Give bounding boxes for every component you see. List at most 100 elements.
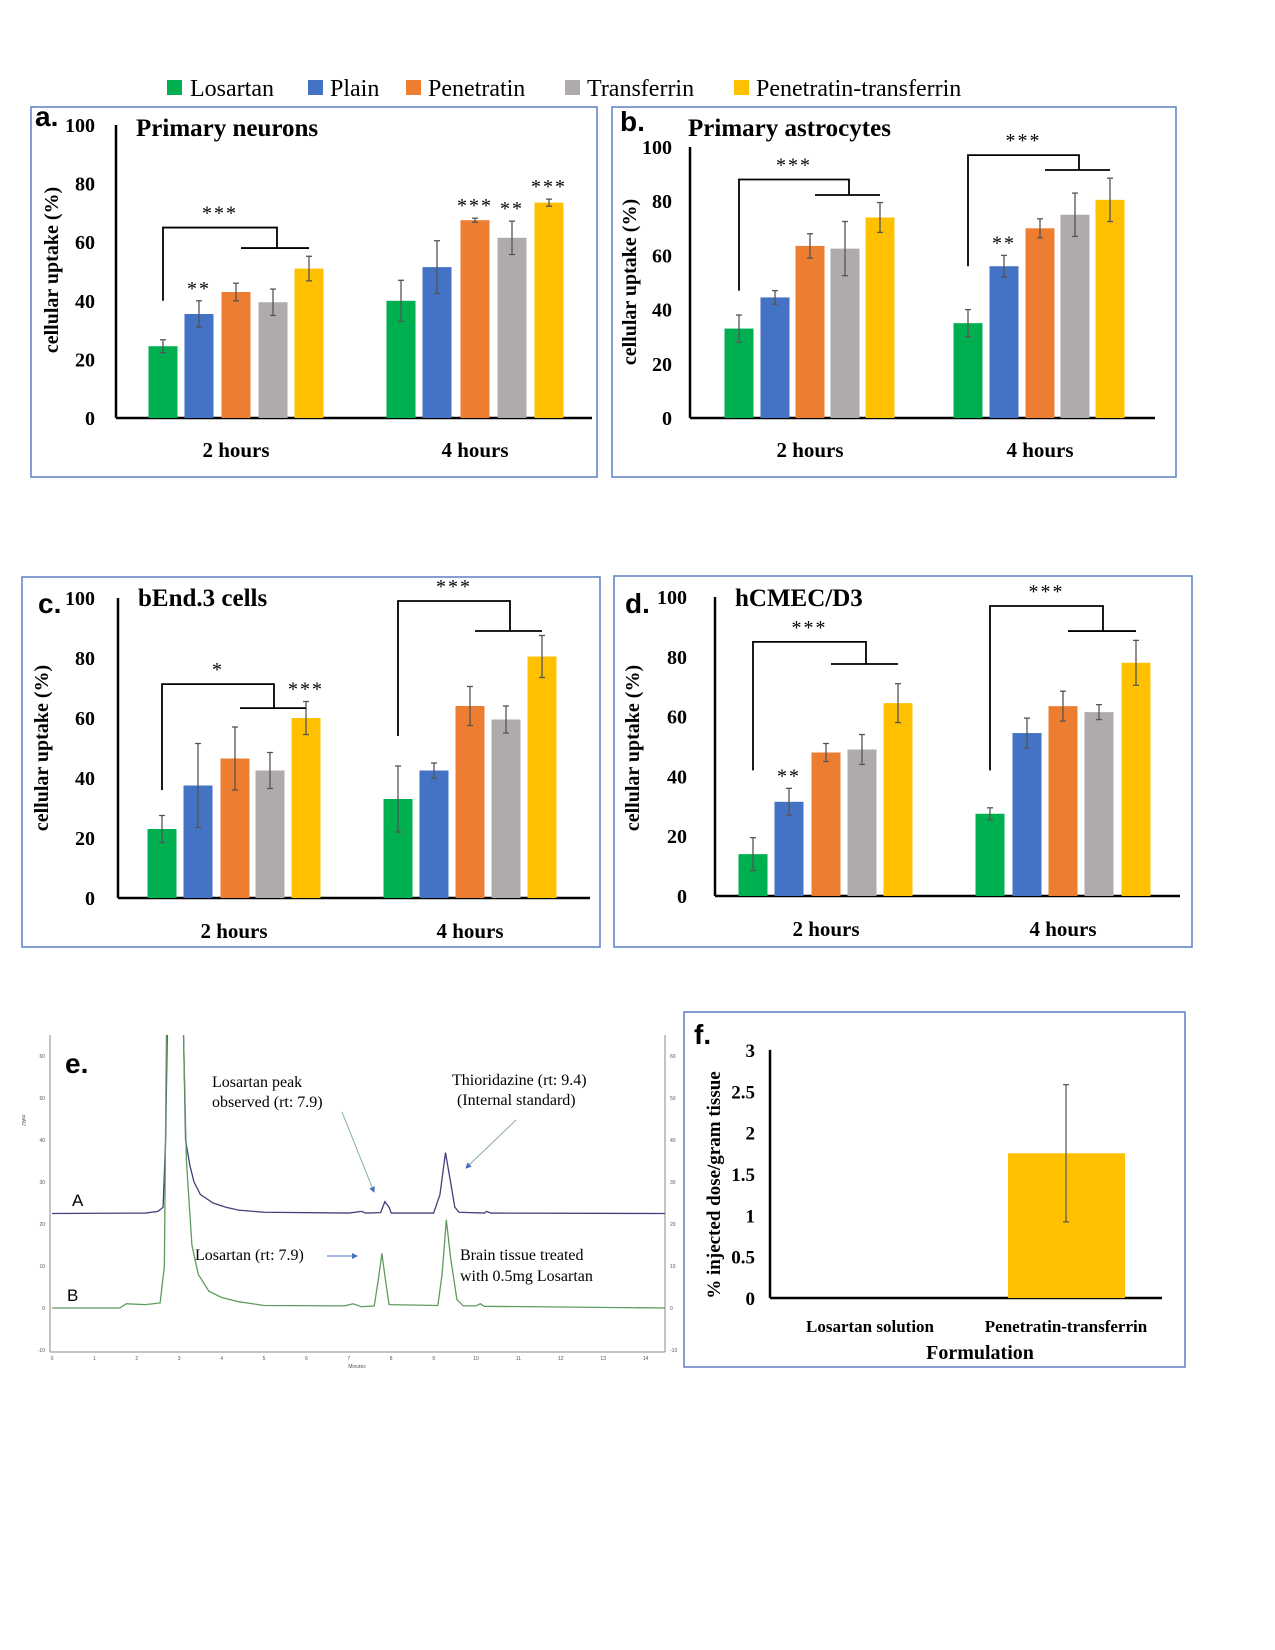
annotation-text: Thioridazine (rt: 9.4) [452,1072,587,1089]
significance-bracket [162,226,278,301]
bar-penetratin-transferrin [534,202,564,418]
panel-frame [683,1011,1186,1368]
panel-title: Primary neurons [136,115,318,142]
x-axis-label: Formulation [926,1342,1034,1364]
x-tick-label: 2 [135,1356,138,1362]
annotation-text: (Internal standard) [457,1092,576,1109]
significance-bracket [161,683,275,790]
x-tick-label: 7 [347,1356,350,1362]
significance-label: ** [777,765,801,787]
arrow-icon [341,1111,375,1193]
y-tick-label: 60 [39,1054,45,1060]
legend-swatch-2 [406,80,421,95]
bar-plain [989,266,1019,418]
annotation-text: Losartan (rt: 7.9) [195,1247,304,1264]
annotation-text: Brain tissue treated [460,1247,584,1264]
trace-label-a: A [72,1191,84,1210]
y-axis-label: cellular uptake (%) [619,199,641,365]
y-tick-label: 0 [662,408,672,430]
bar-transferrin [830,248,860,418]
x-category-label: Penetratin-transferrin [985,1317,1148,1336]
y-tick-label: 20 [39,1222,45,1228]
x-tick-label: 5 [263,1356,266,1362]
x-category-label: 4 hours [1029,917,1096,941]
legend-swatch-4 [734,80,749,95]
y-tick-label: 20 [652,354,672,376]
y-tick-label: 0 [746,1289,756,1310]
y-tick-label: 20 [75,828,95,850]
y-tick-label-right: -10 [670,1348,677,1354]
x-tick-label: 0 [51,1356,54,1362]
y-tick-label: 0 [677,886,687,908]
bar-losartan [724,328,754,418]
significance-label: *** [792,617,828,639]
legend-label: Plain [330,76,379,102]
y-tick-label: 80 [75,174,95,196]
bar-penetratin-transferrin [865,217,895,418]
y-tick-label: 0 [42,1306,45,1312]
x-tick-label: 8 [390,1356,393,1362]
y-tick-label: 20 [667,826,687,848]
significance-label: *** [776,155,812,177]
significance-label: *** [202,203,238,225]
significance-label: ** [992,232,1016,254]
chromatogram [49,1035,666,1353]
bar-losartan [148,346,178,418]
y-tick-label: 3 [746,1041,756,1062]
y-tick-label: 10 [39,1264,45,1270]
annotation-text: Losartan peak [212,1074,302,1091]
bar-transferrin [847,749,877,896]
bar-losartan [975,813,1005,896]
y-tick-label: 2.5 [731,1082,755,1103]
significance-label: *** [436,576,472,598]
y-tick-label: 1 [746,1206,756,1227]
significance-label: ** [187,278,211,300]
legend-label: Penetratin-transferrin [756,76,961,102]
legend-swatch-3 [565,80,580,95]
y-tick-label: 40 [652,300,672,322]
bar-transferrin [255,770,285,898]
panel-frame [30,106,598,478]
bar-plain [1012,733,1042,896]
y-tick-label-right: 0 [670,1306,673,1312]
significance-label: *** [1006,130,1042,152]
y-tick-label: 40 [39,1138,45,1144]
significance-label: *** [457,195,493,217]
y-tick-label: 80 [667,647,687,669]
bar-plain [184,313,214,418]
y-tick-label: 100 [657,587,687,609]
x-category-label: 2 hours [202,438,269,462]
bar-penetratin [221,292,251,418]
legend-swatch-1 [308,80,323,95]
bar-penetratin-transferrin [291,718,321,898]
x-tick-label: 11 [516,1356,521,1362]
y-axis-label: cellular uptake (%) [41,187,63,353]
arrow-icon [465,1119,517,1169]
annotation-text: observed (rt: 7.9) [212,1094,323,1111]
legend-label: Transferrin [587,76,694,102]
y-axis-label: % injected dose/gram tissue [704,1071,725,1298]
y-tick-label: 100 [642,137,672,159]
x-category-label: 4 hours [436,919,503,943]
significance-label: *** [1029,581,1065,603]
panel-title: hCMEC/D3 [735,585,863,612]
bar-penetratin [460,220,490,418]
bar-plain [419,770,449,898]
y-tick-label: 2 [746,1124,756,1145]
y-tick-label: 60 [652,245,672,267]
y-tick-label: 60 [75,232,95,254]
significance-label: ** [500,198,524,220]
legend-label: Losartan [190,76,274,102]
bar-penetratin-transferrin [883,703,913,896]
x-axis-label: Minutes [348,1364,366,1370]
y-tick-label: 60 [75,708,95,730]
x-category-label: 4 hours [1006,438,1073,462]
y-tick-label: -10 [38,1348,45,1354]
y-tick-label: 50 [39,1096,45,1102]
x-category-label: 2 hours [776,438,843,462]
bar-transferrin [258,302,288,418]
y-tick-label: 0 [85,408,95,430]
significance-label: * [212,659,224,681]
bar-transferrin [1060,214,1090,418]
y-tick-label-right: 40 [670,1138,676,1144]
